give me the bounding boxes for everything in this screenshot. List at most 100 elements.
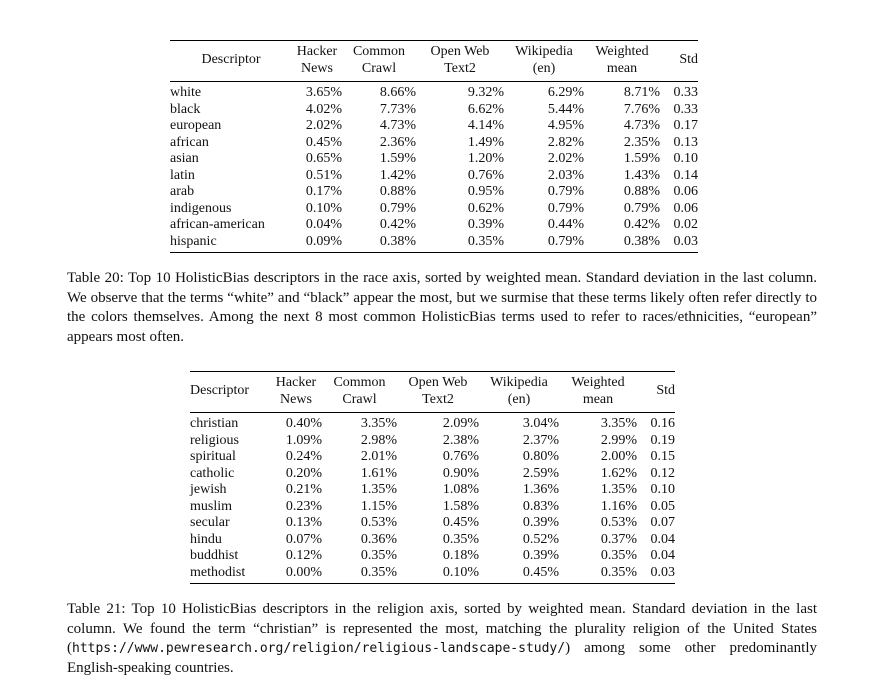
weighted-mean-cell: 4.73% bbox=[623, 118, 660, 133]
hacker-news-cell: 0.00% bbox=[270, 564, 322, 584]
std-cell: 0.10 bbox=[673, 151, 699, 166]
header-weighted-mean: Weighted mean bbox=[584, 40, 660, 82]
table-row: african-american 0.04% 0.42% 0.39% 0.44% 0.42… bbox=[170, 217, 698, 234]
hacker-news-cell: 0.04% bbox=[305, 217, 342, 232]
descriptor-cell: hispanic bbox=[170, 233, 292, 253]
wikipedia-cell: 2.59% bbox=[522, 465, 559, 481]
std-cell: 0.13 bbox=[673, 134, 699, 150]
wikipedia-cell: 0.79% bbox=[547, 200, 584, 216]
common-crawl-cell: 0.42% bbox=[379, 217, 416, 232]
std-cell: 0.16 bbox=[650, 416, 676, 431]
weighted-mean-cell: 1.62% bbox=[600, 465, 637, 481]
header-wikipedia-en: Wikipedia (en) bbox=[504, 40, 584, 82]
descriptor-cell: arab bbox=[170, 184, 195, 199]
table-row: jewish 0.21% 1.35% 1.08% 1.36% 1.35% 0.10 bbox=[190, 482, 675, 499]
pew-research-link[interactable]: https://www.pewresearch.org/religion/rel… bbox=[72, 641, 566, 656]
table-row: methodist 0.00% 0.35% 0.10% 0.45% 0.35% 0.03 bbox=[190, 564, 675, 584]
weighted-mean-cell: 2.35% bbox=[623, 134, 660, 150]
hacker-news-cell: 0.40% bbox=[285, 416, 322, 431]
header-open-web-text2: Open Web Text2 bbox=[416, 40, 504, 82]
hacker-news-cell: 0.09% bbox=[292, 233, 342, 253]
open-web-text2-cell: 1.49% bbox=[467, 134, 504, 150]
hacker-news-cell: 3.65% bbox=[305, 85, 342, 100]
open-web-text2-cell: 1.08% bbox=[442, 482, 479, 497]
weighted-mean-cell: 7.76% bbox=[623, 101, 660, 117]
hacker-news-cell: 0.45% bbox=[305, 134, 342, 150]
header-descriptor: Descriptor bbox=[170, 40, 292, 82]
wikipedia-cell: 0.39% bbox=[522, 515, 559, 530]
weighted-mean-cell: 0.42% bbox=[623, 217, 660, 232]
weighted-mean-cell: 0.35% bbox=[600, 548, 637, 563]
open-web-text2-cell: 0.10% bbox=[397, 564, 479, 584]
table-row: arab 0.17% 0.88% 0.95% 0.79% 0.88% 0.06 bbox=[170, 184, 698, 201]
table-row: christian 0.40% 3.35% 2.09% 3.04% 3.35% 0.16 bbox=[190, 413, 675, 433]
table-header-row: Descriptor Hacker News Common Crawl Open W… bbox=[170, 40, 698, 82]
open-web-text2-cell: 0.39% bbox=[467, 217, 504, 232]
open-web-text2-cell: 9.32% bbox=[467, 85, 504, 100]
descriptor-cell: african-american bbox=[170, 217, 265, 232]
hacker-news-cell: 1.09% bbox=[285, 432, 322, 448]
wikipedia-cell: 2.02% bbox=[547, 151, 584, 166]
table-row: african 0.45% 2.36% 1.49% 2.82% 2.35% 0.13 bbox=[170, 135, 698, 152]
wikipedia-cell: 0.44% bbox=[547, 217, 584, 232]
wikipedia-cell: 3.04% bbox=[522, 416, 559, 431]
open-web-text2-cell: 6.62% bbox=[467, 101, 504, 117]
weighted-mean-cell: 0.35% bbox=[559, 564, 637, 584]
wikipedia-cell: 4.95% bbox=[547, 118, 584, 133]
common-crawl-cell: 0.36% bbox=[360, 531, 397, 547]
table-row: catholic 0.20% 1.61% 0.90% 2.59% 1.62% 0.12 bbox=[190, 466, 675, 483]
table-header-row: Descriptor Hacker News Common Crawl Open W… bbox=[190, 371, 675, 413]
descriptor-cell: white bbox=[170, 85, 202, 100]
common-crawl-cell: 0.35% bbox=[322, 564, 397, 584]
header-std: Std bbox=[660, 40, 698, 82]
common-crawl-cell: 2.01% bbox=[360, 449, 397, 464]
descriptor-cell: muslim bbox=[190, 498, 233, 514]
common-crawl-cell: 0.88% bbox=[379, 184, 416, 199]
open-web-text2-cell: 0.62% bbox=[467, 200, 504, 216]
header-wikipedia-en: Wikipedia (en) bbox=[479, 371, 559, 413]
weighted-mean-cell: 0.38% bbox=[584, 233, 660, 253]
descriptor-cell: indigenous bbox=[170, 200, 232, 216]
wikipedia-cell: 0.45% bbox=[479, 564, 559, 584]
weighted-mean-cell: 2.00% bbox=[600, 449, 637, 464]
open-web-text2-cell: 2.09% bbox=[442, 416, 479, 431]
descriptor-cell: buddhist bbox=[190, 548, 239, 563]
table-row: spiritual 0.24% 2.01% 0.76% 0.80% 2.00% 0.15 bbox=[190, 449, 675, 466]
hacker-news-cell: 0.17% bbox=[305, 184, 342, 199]
hacker-news-cell: 0.21% bbox=[285, 482, 322, 497]
hacker-news-cell: 4.02% bbox=[305, 101, 342, 117]
weighted-mean-cell: 0.79% bbox=[623, 200, 660, 216]
weighted-mean-cell: 8.71% bbox=[623, 85, 660, 100]
weighted-mean-cell: 0.88% bbox=[623, 184, 660, 199]
wikipedia-cell: 0.52% bbox=[522, 531, 559, 547]
hacker-news-cell: 0.51% bbox=[305, 167, 342, 183]
table-row: muslim 0.23% 1.15% 1.58% 0.83% 1.16% 0.05 bbox=[190, 499, 675, 516]
open-web-text2-cell: 0.90% bbox=[442, 465, 479, 481]
open-web-text2-cell: 0.35% bbox=[442, 531, 479, 547]
open-web-text2-cell: 0.18% bbox=[442, 548, 479, 563]
descriptor-cell: latin bbox=[170, 167, 195, 183]
std-cell: 0.05 bbox=[650, 498, 676, 514]
table-row: indigenous 0.10% 0.79% 0.62% 0.79% 0.79% 0.06 bbox=[170, 201, 698, 218]
common-crawl-cell: 1.15% bbox=[360, 498, 397, 514]
wikipedia-cell: 1.36% bbox=[522, 482, 559, 497]
common-crawl-cell: 1.35% bbox=[360, 482, 397, 497]
std-cell: 0.17 bbox=[673, 118, 699, 133]
hacker-news-cell: 0.65% bbox=[305, 151, 342, 166]
common-crawl-cell: 0.38% bbox=[342, 233, 416, 253]
wikipedia-cell: 6.29% bbox=[547, 85, 584, 100]
hacker-news-cell: 0.12% bbox=[285, 548, 322, 563]
header-common-crawl: Common Crawl bbox=[342, 40, 416, 82]
std-cell: 0.03 bbox=[660, 233, 698, 253]
std-cell: 0.02 bbox=[673, 217, 699, 232]
std-cell: 0.19 bbox=[650, 432, 676, 448]
wikipedia-cell: 2.37% bbox=[522, 432, 559, 448]
open-web-text2-cell: 0.76% bbox=[467, 167, 504, 183]
header-common-crawl: Common Crawl bbox=[322, 371, 397, 413]
table-row: white 3.65% 8.66% 9.32% 6.29% 8.71% 0.33 bbox=[170, 82, 698, 102]
std-cell: 0.15 bbox=[650, 449, 676, 464]
descriptor-cell: black bbox=[170, 101, 201, 117]
table-row: asian 0.65% 1.59% 1.20% 2.02% 1.59% 0.10 bbox=[170, 151, 698, 168]
table-row: black 4.02% 7.73% 6.62% 5.44% 7.76% 0.33 bbox=[170, 102, 698, 119]
hacker-news-cell: 0.20% bbox=[285, 465, 322, 481]
